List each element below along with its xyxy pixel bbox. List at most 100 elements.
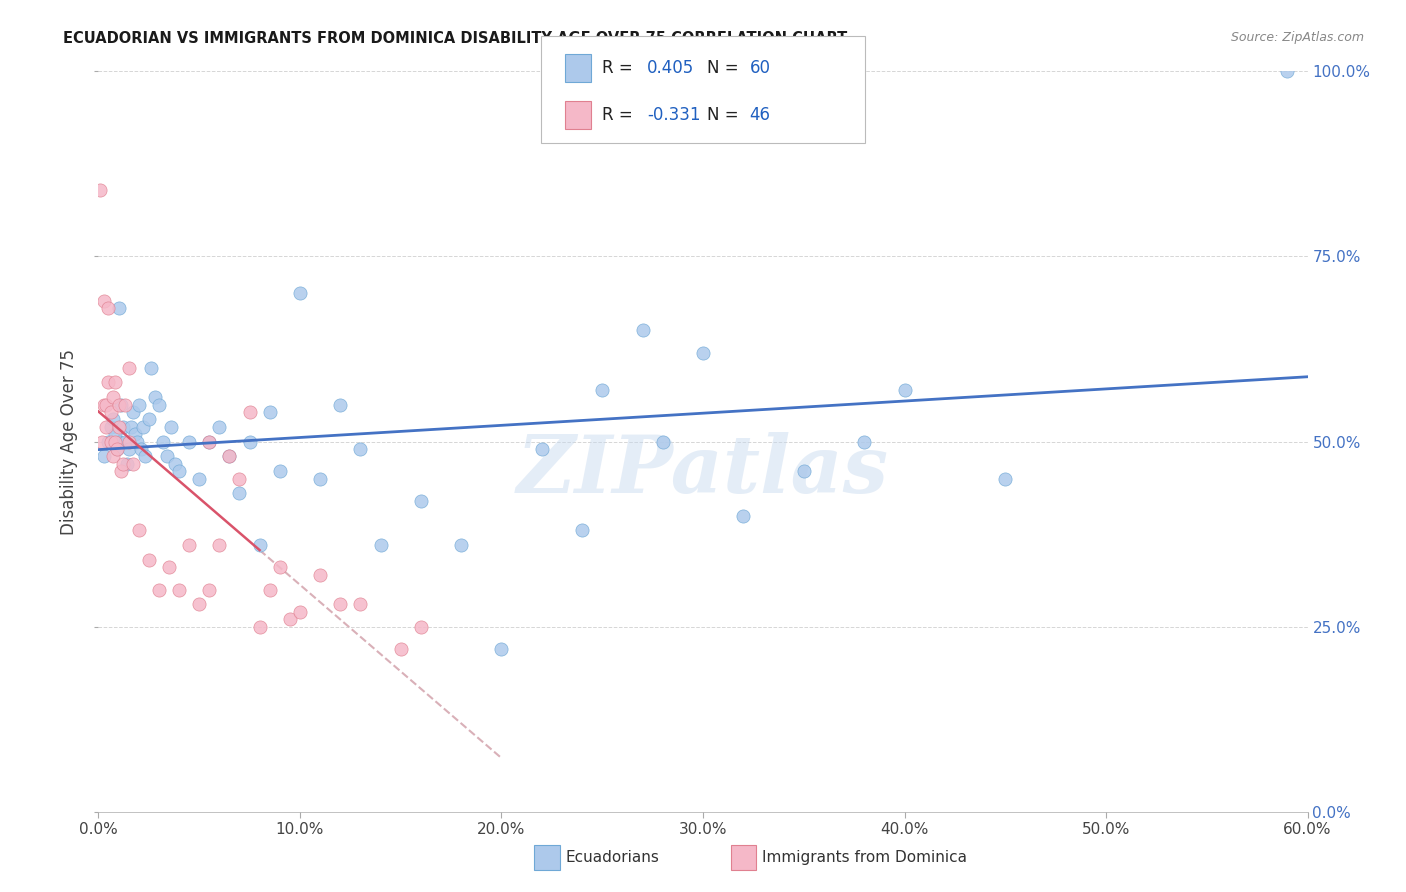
Point <box>450 538 472 552</box>
Text: R =: R = <box>602 106 638 124</box>
Point <box>125 434 148 449</box>
Point <box>124 427 146 442</box>
Text: R =: R = <box>602 59 638 77</box>
Point <box>132 419 155 434</box>
Point <box>409 493 432 508</box>
Point <box>107 419 129 434</box>
Point <box>121 405 143 419</box>
Point <box>491 641 513 656</box>
Point <box>571 524 593 538</box>
Point <box>198 434 221 449</box>
Point <box>101 450 124 464</box>
Point <box>309 472 332 486</box>
Text: Source: ZipAtlas.com: Source: ZipAtlas.com <box>1230 31 1364 45</box>
Point <box>148 582 170 597</box>
Text: 0.405: 0.405 <box>647 59 695 77</box>
Text: Immigrants from Dominica: Immigrants from Dominica <box>762 850 967 864</box>
Point <box>389 641 412 656</box>
Point <box>179 434 201 449</box>
Point <box>156 450 179 464</box>
Text: ECUADORIAN VS IMMIGRANTS FROM DOMINICA DISABILITY AGE OVER 75 CORRELATION CHART: ECUADORIAN VS IMMIGRANTS FROM DOMINICA D… <box>63 31 848 46</box>
Point <box>101 390 124 404</box>
Text: ZIPatlas: ZIPatlas <box>517 433 889 510</box>
Point <box>93 450 115 464</box>
Point <box>152 434 174 449</box>
Point <box>114 434 136 449</box>
Point <box>97 301 120 316</box>
Point <box>249 619 271 633</box>
Point <box>1277 64 1299 78</box>
Point <box>793 464 815 478</box>
Point <box>115 457 138 471</box>
Point <box>218 450 240 464</box>
Point <box>100 405 122 419</box>
Point <box>167 582 190 597</box>
Point <box>228 486 250 500</box>
Text: 60: 60 <box>749 59 770 77</box>
Point <box>329 598 352 612</box>
Point <box>733 508 755 523</box>
Point <box>198 434 221 449</box>
Point <box>93 293 115 308</box>
Point <box>259 582 281 597</box>
Point <box>259 405 281 419</box>
Point <box>101 412 124 426</box>
Point <box>128 398 150 412</box>
Point <box>591 383 613 397</box>
Point <box>309 567 332 582</box>
Point <box>134 450 156 464</box>
Point <box>157 560 180 574</box>
Point <box>692 345 714 359</box>
Point <box>370 538 392 552</box>
Point <box>96 419 118 434</box>
Point <box>167 464 190 478</box>
Point <box>97 376 120 390</box>
Point <box>121 457 143 471</box>
Point <box>288 605 311 619</box>
Point <box>93 398 115 412</box>
Point <box>218 450 240 464</box>
Point <box>208 419 231 434</box>
Point <box>128 524 150 538</box>
Point <box>110 464 132 478</box>
Point <box>118 442 141 456</box>
Point <box>118 360 141 375</box>
Text: N =: N = <box>707 59 744 77</box>
Point <box>239 405 262 419</box>
Point <box>100 419 122 434</box>
Text: -0.331: -0.331 <box>647 106 700 124</box>
Point <box>103 434 125 449</box>
Point <box>111 419 134 434</box>
Point <box>148 398 170 412</box>
Y-axis label: Disability Age Over 75: Disability Age Over 75 <box>60 349 79 534</box>
Point <box>129 442 152 456</box>
Point <box>288 286 311 301</box>
Point <box>100 434 122 449</box>
Point <box>329 398 352 412</box>
Point <box>105 442 128 456</box>
Point <box>118 434 141 449</box>
Point <box>138 412 160 426</box>
Point <box>139 360 162 375</box>
Text: N =: N = <box>707 106 744 124</box>
Point <box>107 301 129 316</box>
Point <box>269 464 291 478</box>
Point <box>198 582 221 597</box>
Point <box>249 538 271 552</box>
Point <box>97 434 120 449</box>
Point <box>239 434 262 449</box>
Point <box>89 183 111 197</box>
Text: Ecuadorians: Ecuadorians <box>565 850 659 864</box>
Point <box>349 442 371 456</box>
Point <box>160 419 183 434</box>
Point <box>893 383 915 397</box>
Point <box>114 398 136 412</box>
Point <box>103 427 125 442</box>
Point <box>107 434 129 449</box>
Point <box>651 434 673 449</box>
Point <box>110 398 132 412</box>
Point <box>107 398 129 412</box>
Point <box>269 560 291 574</box>
Point <box>188 472 211 486</box>
Point <box>179 538 201 552</box>
